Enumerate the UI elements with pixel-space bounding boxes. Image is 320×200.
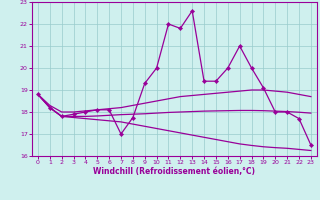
X-axis label: Windchill (Refroidissement éolien,°C): Windchill (Refroidissement éolien,°C)	[93, 167, 255, 176]
